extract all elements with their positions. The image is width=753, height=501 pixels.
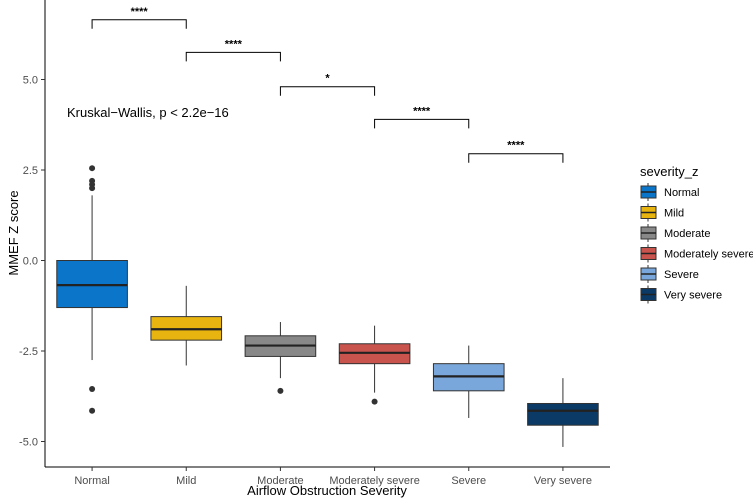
x-tick-label: Severe xyxy=(451,475,486,487)
x-axis-title: Airflow Obstruction Severity xyxy=(247,483,407,498)
box-very-severe xyxy=(527,378,599,447)
box-severe xyxy=(432,345,505,418)
boxes-layer xyxy=(56,165,599,447)
outlier-point xyxy=(89,165,96,172)
legend-label: Moderately severe xyxy=(664,249,753,261)
legend-label: Severe xyxy=(664,269,699,281)
y-tick-label: -5.0 xyxy=(19,437,38,449)
box-moderate xyxy=(244,322,317,394)
x-tick-label: Moderate xyxy=(257,475,303,487)
outlier-point xyxy=(371,398,378,405)
legend-item: Severe xyxy=(640,265,699,283)
iqr-box xyxy=(527,402,599,426)
axes: 5.0 2.5 0.0 -2.5 -5.0 Normal Mild Moderate Moder… xyxy=(19,0,610,487)
comparison-bracket: **** xyxy=(468,140,564,163)
comparison-bracket: **** xyxy=(374,105,470,129)
y-tick-label: 5.0 xyxy=(23,75,38,87)
legend-item: Normal xyxy=(640,183,699,201)
legend: severity_z Normal Mild Moderate Moderately … xyxy=(640,164,753,304)
legend-item: Moderately severe xyxy=(640,244,753,263)
x-tick-label: Moderately severe xyxy=(329,475,420,487)
y-axis-title: MMEF Z score xyxy=(6,190,21,275)
legend-label: Very severe xyxy=(664,290,722,302)
significance-label: **** xyxy=(507,140,525,152)
outlier-point xyxy=(277,387,284,394)
legend-item: Moderate xyxy=(640,224,710,242)
x-tick-label: Normal xyxy=(74,475,109,487)
outlier-point xyxy=(89,386,96,393)
legend-label: Mild xyxy=(664,208,684,220)
bracket-line xyxy=(279,86,376,96)
x-tick-label: Very severe xyxy=(534,475,592,487)
box-moderately-severe xyxy=(338,325,411,405)
significance-label: **** xyxy=(225,38,243,50)
legend-label: Normal xyxy=(664,187,699,199)
y-tick-label: 0.0 xyxy=(23,256,38,268)
significance-label: * xyxy=(325,73,330,85)
legend-item: Mild xyxy=(640,203,684,222)
significance-label: **** xyxy=(413,105,431,117)
kruskal-wallis-annotation: Kruskal−Wallis, p < 2.2e−16 xyxy=(67,105,229,120)
bracket-line xyxy=(185,51,281,62)
outlier-point xyxy=(89,407,96,414)
outlier-point xyxy=(89,185,96,192)
legend-label: Moderate xyxy=(664,228,710,240)
significance-label: **** xyxy=(131,6,149,18)
legend-item: Very severe xyxy=(640,285,722,304)
x-tick-label: Mild xyxy=(176,475,196,487)
bracket-line xyxy=(91,19,187,29)
bracket-line xyxy=(374,118,470,129)
comparison-bracket: **** xyxy=(185,38,281,62)
comparison-bracket: * xyxy=(279,73,376,96)
comparisons-layer: ***************** xyxy=(91,6,564,163)
box-normal xyxy=(56,165,128,414)
comparison-bracket: **** xyxy=(91,6,187,29)
y-tick-label: -2.5 xyxy=(19,346,38,358)
box-mild xyxy=(150,285,223,366)
bracket-line xyxy=(468,153,564,163)
y-tick-label: 2.5 xyxy=(23,165,38,177)
legend-title: severity_z xyxy=(640,164,699,179)
